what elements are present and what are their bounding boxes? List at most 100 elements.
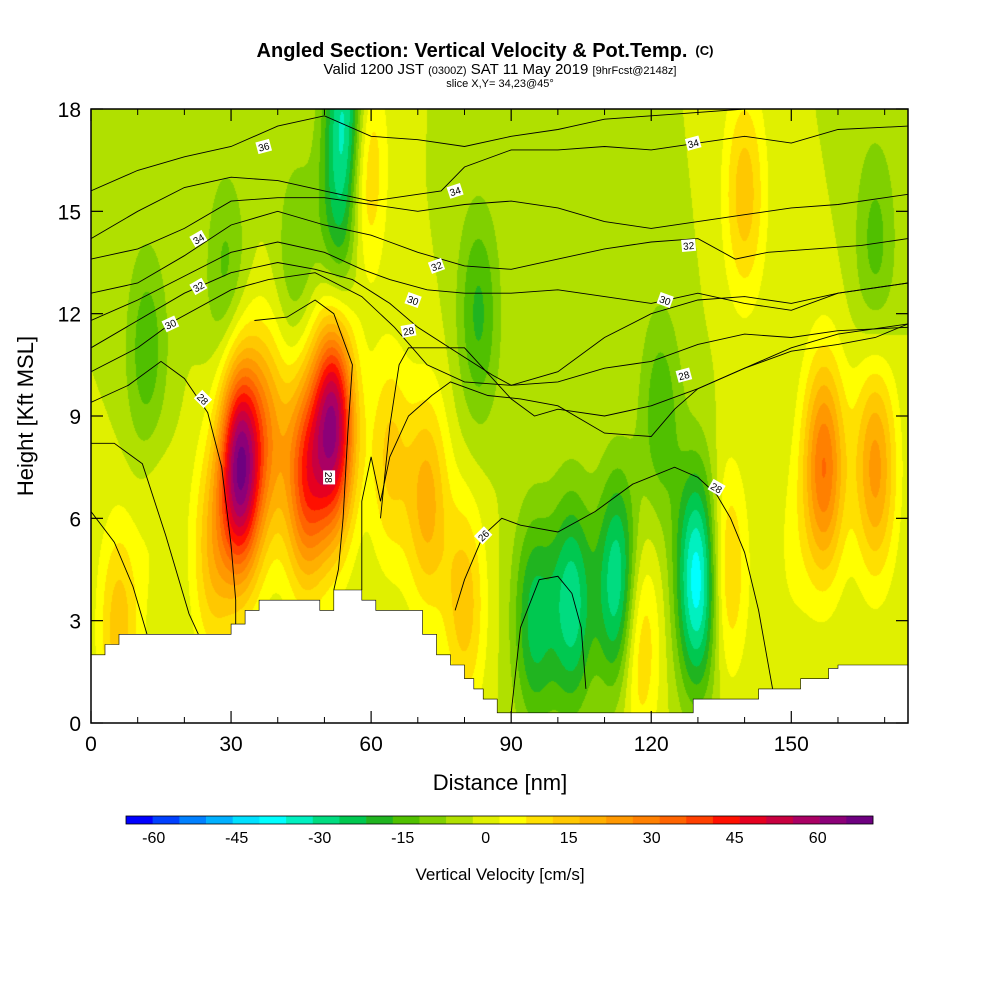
colorbar-swatch	[392, 816, 420, 824]
contour-label: 30	[161, 315, 180, 333]
potential-temperature-contours	[91, 109, 908, 713]
contour-label-text: 32	[192, 280, 208, 295]
colorbar-swatch	[846, 816, 874, 824]
contour-label: 34	[189, 229, 208, 247]
colorbar-swatch	[552, 816, 580, 824]
x-tick-label: 120	[634, 733, 669, 756]
contour-line-4	[361, 323, 908, 590]
colorbar-tick-label: 15	[560, 830, 578, 847]
colorbar-tick-label: -60	[142, 830, 165, 847]
contour-label: 32	[189, 277, 208, 295]
colorbar: -60 -45 -30 -15 0 15 30 45 60 Vertical Velocity …	[125, 815, 874, 884]
contour-label-text: 34	[192, 232, 208, 247]
contour-label-text: 30	[658, 294, 673, 308]
contour-label-text: 32	[683, 241, 695, 253]
contour-label-text: 30	[405, 294, 420, 308]
contour-label: 28	[675, 367, 693, 384]
terrain-mask	[91, 589, 908, 723]
y-tick-label: 12	[58, 304, 81, 327]
contour-label: 28	[400, 323, 417, 339]
slice-label: slice X,Y= 34,23@45°	[446, 78, 554, 90]
x-axis-title: Distance [nm]	[433, 770, 568, 795]
contour-label-text: 28	[402, 326, 415, 339]
contour-label-text: 28	[677, 370, 691, 384]
colorbar-swatch	[259, 816, 287, 824]
colorbar-swatch	[526, 816, 554, 824]
x-tick-label: 60	[359, 733, 382, 756]
colorbar-swatch	[152, 816, 180, 824]
colorbar-swatch	[819, 816, 847, 824]
contour-line-8	[91, 272, 908, 386]
colorbar-tick-label: 0	[481, 830, 490, 847]
contour-line-10	[91, 241, 908, 321]
colorbar-swatch	[659, 816, 687, 824]
contour-line-5	[380, 323, 908, 519]
colorbar-swatch	[712, 816, 740, 824]
y-tick-label: 9	[69, 406, 81, 429]
contour-label-text: 30	[164, 318, 179, 333]
chart-subtitle: Valid 1200 JST (0300Z) SAT 11 May 2019 […	[324, 61, 677, 78]
colorbar-swatch	[739, 816, 767, 824]
colorbar-swatch	[766, 816, 794, 824]
colorbar-swatches	[125, 815, 874, 825]
contour-line-2	[91, 360, 237, 625]
contour-label-text: 28	[322, 472, 333, 484]
x-tick-label: 90	[499, 733, 522, 756]
colorbar-tick-label: -15	[391, 830, 414, 847]
y-tick-label: 6	[69, 508, 81, 531]
y-tick-label: 18	[58, 99, 81, 122]
contour-label: 28	[322, 470, 336, 485]
colorbar-swatch	[126, 816, 153, 824]
contour-line-7	[510, 575, 587, 713]
colorbar-swatch	[686, 816, 714, 824]
contour-line-1	[91, 442, 199, 635]
y-tick-label: 3	[69, 611, 81, 634]
contour-line-9	[91, 262, 908, 386]
contour-label-text: 34	[449, 185, 463, 199]
contour-line-3	[254, 299, 353, 591]
y-tick-label: 0	[69, 713, 81, 736]
colorbar-swatch	[339, 816, 367, 824]
contour-label-text: 32	[430, 260, 445, 274]
colorbar-swatch	[632, 816, 660, 824]
colorbar-tick-label: -45	[225, 830, 248, 847]
contour-label: 30	[656, 291, 674, 309]
contour-label: 34	[684, 135, 702, 152]
contour-label: 30	[404, 291, 422, 309]
colorbar-swatch	[312, 816, 340, 824]
colorbar-swatch	[366, 816, 394, 824]
contour-label: 36	[255, 138, 273, 155]
colorbar-title: Vertical Velocity [cm/s]	[415, 865, 584, 884]
chart-title-tag: (C)	[695, 43, 713, 58]
colorbar-swatch	[606, 816, 634, 824]
y-axis-title: Height [Kft MSL]	[13, 336, 38, 496]
contour-label: 32	[681, 238, 697, 253]
colorbar-swatch	[286, 816, 314, 824]
contour-label-text: 34	[687, 138, 701, 152]
y-tick-label: 15	[58, 201, 81, 224]
colorbar-tick-label: 45	[726, 830, 744, 847]
colorbar-swatch	[472, 816, 500, 824]
contour-line-6	[454, 466, 774, 689]
x-tick-label: 30	[219, 733, 242, 756]
x-tick-label: 150	[774, 733, 809, 756]
colorbar-tick-label: 30	[643, 830, 661, 847]
contour-label: 28	[707, 478, 726, 497]
vertical-velocity-field	[91, 109, 908, 723]
colorbar-swatch	[446, 816, 474, 824]
contour-label-text: 28	[708, 481, 724, 496]
colorbar-swatch	[419, 816, 447, 824]
colorbar-labels: -60 -45 -30 -15 0 15 30 45 60	[142, 830, 827, 847]
colorbar-swatch	[179, 816, 207, 824]
contour-label-text: 36	[257, 141, 271, 155]
contour-line-0	[91, 511, 148, 635]
contour-line-12	[91, 193, 908, 260]
colorbar-frame	[125, 815, 874, 825]
contour-label: 32	[427, 257, 446, 274]
colorbar-swatch	[232, 816, 260, 824]
contour-label: 34	[446, 183, 464, 199]
colorbar-swatch	[792, 816, 820, 824]
x-tick-label: 0	[85, 733, 97, 756]
